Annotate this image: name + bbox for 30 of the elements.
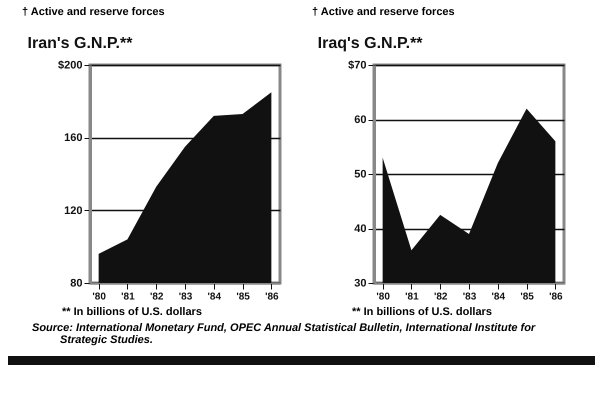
- x-tick-label: '82: [434, 292, 448, 302]
- y-tick-label: 30: [354, 278, 366, 290]
- x-tick-label: '80: [376, 292, 390, 302]
- x-tick-label: '83: [178, 292, 193, 302]
- y-tick-label: 160: [64, 132, 82, 144]
- x-tick-label: '83: [462, 292, 477, 302]
- y-tick-label: 50: [354, 168, 366, 180]
- y-tick-label: 120: [64, 204, 82, 217]
- x-tick-label: '85: [236, 292, 250, 302]
- text: † Active and reserve forces: [312, 6, 456, 18]
- x-tick-label: '80: [92, 292, 106, 302]
- x-tick-label: '82: [150, 292, 164, 302]
- text: ** In billions of U.S. dollars: [351, 306, 493, 318]
- y-tick-label: $70: [348, 60, 366, 72]
- y-tick-label: $200: [58, 60, 82, 72]
- y-tick-label: 80: [70, 278, 82, 290]
- x-tick-label: '86: [549, 292, 564, 302]
- x-tick-label: '84: [208, 292, 222, 302]
- x-tick-label: '81: [121, 292, 136, 302]
- x-tick-label: '81: [405, 292, 420, 302]
- x-tick-label: '85: [520, 292, 534, 302]
- x-tick-label: '84: [492, 292, 506, 302]
- x-tick-label: '86: [265, 292, 280, 302]
- text: ** In billions of U.S. dollars: [61, 306, 203, 318]
- y-tick-label: 40: [354, 223, 366, 235]
- chart-title: Iraq's G.N.P.**: [318, 35, 424, 52]
- source-note: Source: International Monetary Fund, OPEC Annual Statistical Bulletin, International Institute for Strategic Studies.: [32, 322, 537, 346]
- chart-title: Iran's G.N.P.**: [28, 35, 134, 52]
- y-tick-label: 60: [354, 114, 366, 126]
- text: † Active and reserve forces: [22, 6, 166, 18]
